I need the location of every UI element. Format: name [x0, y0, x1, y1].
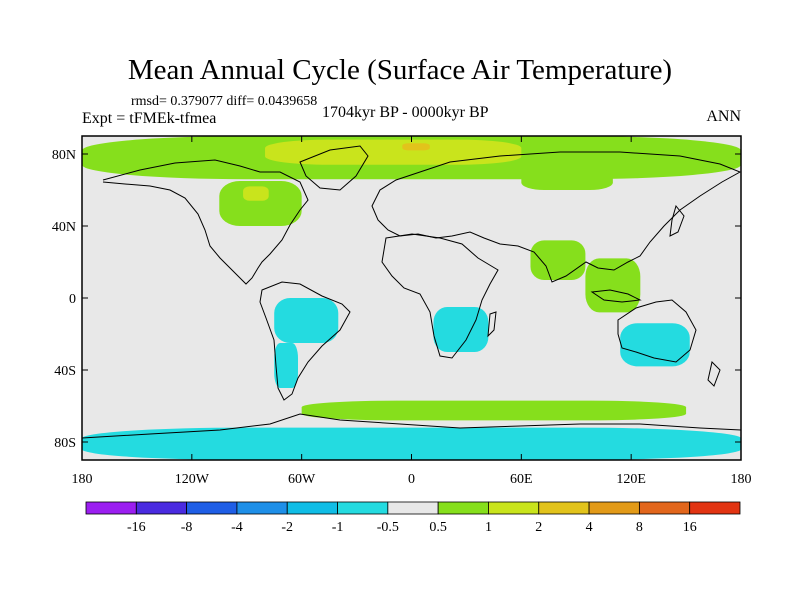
lat-tick-label: 80S: [54, 436, 76, 451]
lon-tick-label: 120E: [616, 472, 646, 487]
lat-tick-label: 40S: [54, 364, 76, 379]
colorbar-label: 4: [586, 520, 593, 535]
colorbar-swatch: [387, 501, 439, 515]
region-south-america-tip: [274, 343, 299, 388]
colorbar-label: -1: [332, 520, 344, 535]
region-africa-south: [433, 307, 489, 352]
lon-tick-label: 60E: [510, 472, 533, 487]
colorbar-swatch: [538, 501, 590, 515]
region-indochina: [585, 258, 641, 313]
coastline-eurasia: [371, 151, 741, 283]
coastline-antarctica: [82, 413, 741, 439]
colorbar-label: -4: [231, 520, 243, 535]
coastline-north-america: [102, 159, 309, 285]
coastline-new-zealand: [707, 361, 721, 387]
coastline-indonesia: [590, 289, 642, 303]
region-amazon: [274, 298, 339, 343]
region-hudson-bay: [243, 186, 269, 201]
region-southern-ocean-warm: [301, 400, 687, 421]
region-arctic-hotspot: [402, 143, 430, 151]
season-label: ANN: [706, 108, 741, 125]
colorbar-label: -8: [181, 520, 193, 535]
colorbar-swatch: [488, 501, 540, 515]
coastline-australia: [617, 299, 697, 363]
lat-tick-label: 40N: [52, 220, 76, 235]
coastline-south-america: [259, 281, 351, 401]
coastline-madagascar: [487, 311, 497, 338]
colorbar-swatch: [437, 501, 489, 515]
colorbar-swatch: [588, 501, 640, 515]
colorbar-label: -2: [281, 520, 293, 535]
plot-title: Mean Annual Cycle (Surface Air Temperatu…: [127, 54, 673, 86]
experiment-label: Expt = tFMEk-tfmea: [82, 110, 217, 127]
coastlines: [82, 145, 741, 439]
longitude-axis: 180 120W 60W 0 60E 120E 180: [72, 136, 752, 487]
region-south-asia: [530, 240, 586, 280]
stats-text: rmsd= 0.379077 diff= 0.0439658: [131, 94, 318, 109]
lon-tick-label: 60W: [288, 472, 316, 487]
coastline-japan: [669, 204, 685, 237]
region-north-america: [219, 181, 302, 226]
colorbar-label: 8: [636, 520, 643, 535]
colorbar-swatch: [638, 501, 691, 515]
colorbar-label: 0.5: [429, 520, 447, 535]
latitude-axis: 80N 40N 0 40S 80S: [52, 148, 741, 451]
coastline-greenland: [299, 145, 369, 191]
colorbar-label: 1: [485, 520, 492, 535]
coastline-africa: [381, 233, 499, 359]
lat-tick-label: 0: [69, 292, 76, 307]
region-siberia: [521, 168, 613, 190]
region-australia: [620, 323, 690, 367]
lon-tick-label: 180: [72, 472, 93, 487]
period-label: 1704kyr BP - 0000kyr BP: [322, 104, 489, 121]
lon-tick-label: 180: [731, 472, 752, 487]
colorbar-label: 2: [535, 520, 542, 535]
lon-tick-label: 0: [408, 472, 415, 487]
lat-tick-label: 80N: [52, 148, 76, 163]
colorbar: -16 -8 -4 -2 -1 -0.5 0.5 1 2 4 8 16: [85, 501, 741, 535]
colorbar-swatch: [186, 501, 238, 515]
colorbar-swatch: [236, 501, 288, 515]
region-arctic-core: [265, 139, 522, 165]
colorbar-label: -0.5: [377, 520, 399, 535]
region-antarctica: [82, 427, 741, 460]
colorbar-swatch: [337, 501, 389, 515]
colorbar-label: 16: [683, 520, 697, 535]
colorbar-swatch: [135, 501, 188, 515]
colorbar-label: -16: [127, 520, 146, 535]
colorbar-swatch: [85, 501, 137, 515]
colorbar-swatch: [689, 501, 741, 515]
lon-tick-label: 120W: [175, 472, 210, 487]
colorbar-swatch: [286, 501, 338, 515]
